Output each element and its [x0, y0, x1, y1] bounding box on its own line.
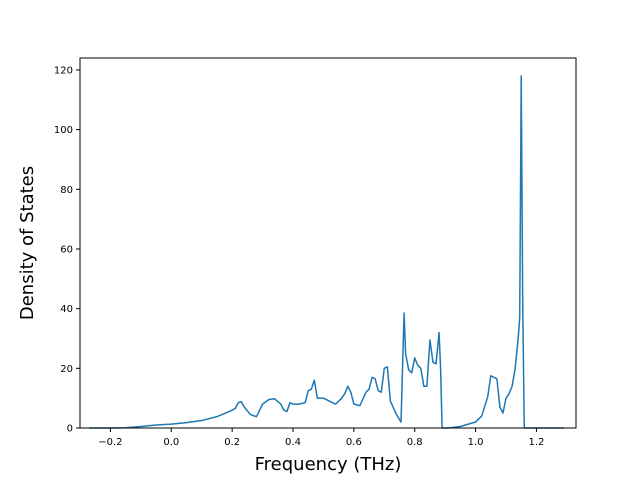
x-tick-label: 0.2 — [224, 437, 240, 448]
y-tick-label: 100 — [54, 125, 73, 136]
x-tick-label: 0.0 — [163, 437, 179, 448]
y-tick-label: 120 — [54, 65, 73, 76]
y-tick-label: 0 — [67, 424, 73, 435]
x-axis-ticks: −0.2 0.0 0.2 0.4 0.6 0.8 1.0 1.2 — [98, 428, 544, 448]
y-tick-label: 80 — [60, 185, 73, 196]
x-tick-label: 0.8 — [407, 437, 423, 448]
y-tick-label: 40 — [60, 304, 73, 315]
x-axis-label: Frequency (THz) — [255, 454, 402, 475]
y-tick-label: 60 — [60, 244, 73, 255]
x-tick-label: 0.6 — [346, 437, 362, 448]
plot-area — [89, 75, 564, 429]
x-tick-label: −0.2 — [98, 437, 122, 448]
axes-frame — [79, 57, 577, 429]
series-line — [89, 75, 564, 429]
y-axis-ticks: 0 20 40 60 80 100 120 — [54, 65, 80, 435]
y-axis-label: Density of States — [17, 166, 38, 320]
x-tick-label: 1.0 — [468, 437, 484, 448]
x-tick-label: 1.2 — [528, 437, 544, 448]
x-tick-label: 0.4 — [285, 437, 301, 448]
y-tick-label: 20 — [60, 364, 73, 375]
